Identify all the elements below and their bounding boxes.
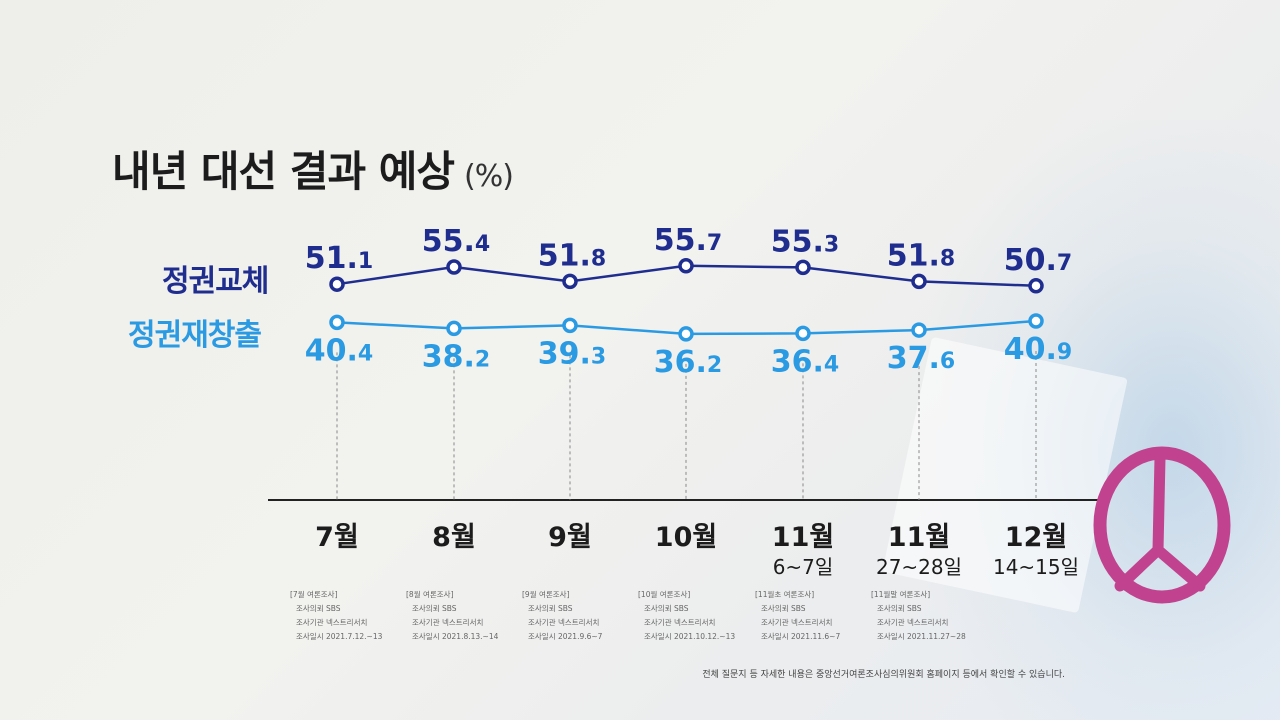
survey-note-line: 조사일시 2021.11.27~28 [877, 632, 966, 641]
x-tick-label: 10월 [654, 522, 718, 553]
x-tick-sublabel: 14~15일 [992, 555, 1080, 579]
election-stamp-icon [1093, 446, 1231, 604]
survey-note-line: [8월 여론조사] [406, 590, 454, 599]
survey-note-line: [7월 여론조사] [290, 590, 338, 599]
chart-title: 내년 대선 결과 예상 (%) [112, 147, 514, 196]
survey-note-line: 조사일시 2021.7.12.~13 [296, 632, 383, 641]
unit-label: (%) [464, 159, 514, 194]
survey-note-line: 조사기관 넥스트리서치 [877, 618, 949, 627]
legend-series-2: 정권재창출 [128, 318, 262, 353]
survey-note-line: [9월 여론조사] [522, 590, 570, 599]
data-label: 51.8 [538, 238, 606, 273]
survey-note-line: 조사의뢰 SBS [296, 604, 341, 613]
data-label: 40.9 [1004, 332, 1072, 367]
survey-note-line: 조사의뢰 SBS [528, 604, 573, 613]
data-point [795, 325, 811, 342]
data-label: 37.6 [887, 341, 955, 376]
data-label: 55.3 [771, 224, 839, 259]
data-point [329, 314, 345, 331]
data-label: 55.7 [654, 223, 722, 258]
survey-note-line: [11월말 여론조사] [871, 590, 931, 599]
data-point [1028, 278, 1044, 294]
x-tick-label: 7월 [315, 522, 359, 553]
survey-note-line: 조사일시 2021.8.13.~14 [412, 632, 499, 641]
survey-note-line: 조사의뢰 SBS [412, 604, 457, 613]
data-point [1028, 313, 1044, 329]
survey-note-line: [10월 여론조사] [638, 590, 691, 599]
data-point [446, 259, 462, 275]
survey-note-line: 조사기관 넥스트리서치 [296, 618, 368, 627]
data-label: 39.3 [538, 336, 606, 371]
survey-note-line: 조사기관 넥스트리서치 [412, 618, 484, 627]
x-tick-label: 8월 [432, 522, 476, 553]
x-tick-label: 12월 [1004, 522, 1068, 553]
x-tick-sublabel: 27~28일 [875, 555, 963, 579]
x-tick-sublabel: 6~7일 [772, 555, 834, 579]
survey-note-line: 조사일시 2021.11.6~7 [761, 632, 841, 641]
data-label: 38.2 [422, 339, 490, 374]
data-label: 36.2 [654, 345, 722, 380]
data-point [678, 326, 694, 342]
data-label: 40.4 [305, 333, 373, 368]
data-point [562, 317, 578, 334]
data-label: 51.1 [305, 241, 373, 276]
data-label: 51.8 [887, 238, 955, 273]
data-point [911, 273, 927, 290]
x-tick-label: 11월 [887, 522, 951, 553]
survey-note-line: 조사의뢰 SBS [761, 604, 806, 613]
legend-series-1: 정권교체 [162, 264, 269, 299]
footer-note: 전체 질문지 등 자세한 내용은 중앙선거여론조사심의위원회 홈페이지 등에서 … [702, 670, 1065, 680]
data-point [446, 320, 462, 337]
survey-note-line: [11월초 여론조사] [755, 590, 815, 599]
survey-note-line: 조사일시 2021.10.12.~13 [644, 632, 736, 641]
data-point [911, 322, 927, 338]
survey-note-line: 조사의뢰 SBS [877, 604, 922, 613]
data-point [329, 276, 345, 292]
survey-note-line: 조사일시 2021.9.6~7 [528, 632, 603, 641]
x-tick-label: 9월 [548, 522, 592, 553]
data-point [678, 258, 694, 274]
data-point [795, 259, 811, 276]
data-point [562, 273, 578, 290]
data-label: 50.7 [1004, 243, 1072, 278]
survey-note-line: 조사기관 넥스트리서치 [644, 618, 716, 627]
survey-note-line: 조사기관 넥스트리서치 [761, 618, 833, 627]
data-label: 55.4 [422, 224, 490, 259]
data-label: 36.4 [771, 344, 839, 379]
survey-note-line: 조사의뢰 SBS [644, 604, 689, 613]
survey-note-line: 조사기관 넥스트리서치 [528, 618, 600, 627]
x-tick-label: 11월 [771, 522, 835, 553]
